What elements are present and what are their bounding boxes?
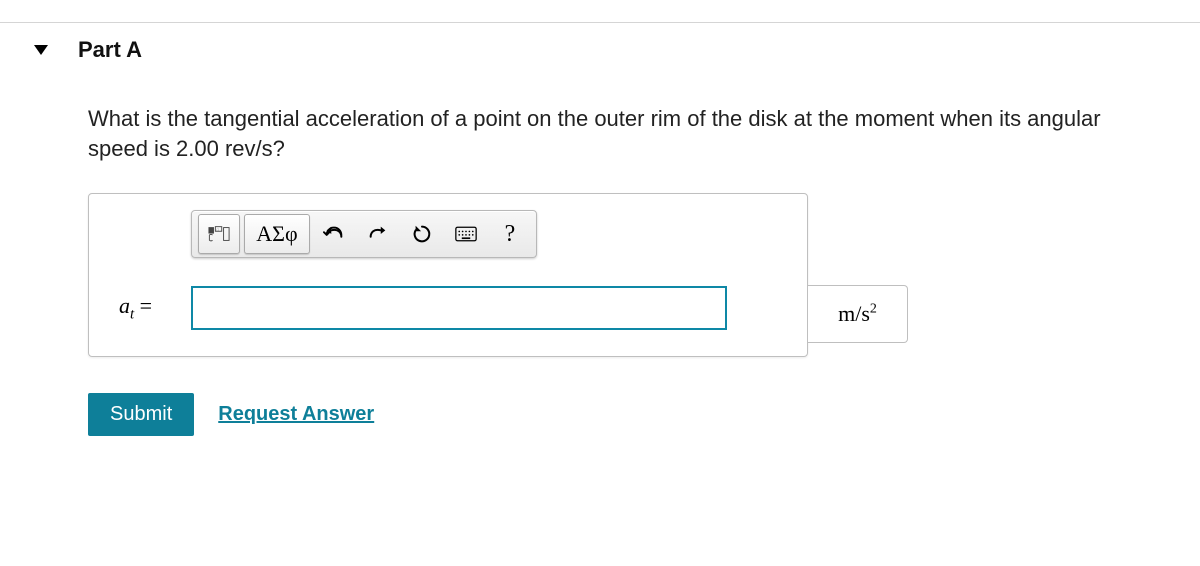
variable-label: at = [109, 293, 191, 323]
question-line: What is the tangential acceleration of a… [88, 106, 1101, 161]
question-text: What is the tangential acceleration of a… [88, 104, 1118, 163]
equation-row: at = [109, 286, 787, 330]
answer-input[interactable] [191, 286, 727, 330]
undo-button[interactable] [314, 214, 354, 254]
part-container: Part A What is the tangential accelerati… [0, 22, 1200, 446]
equation-toolbar: □ ΑΣφ [109, 210, 787, 258]
help-button[interactable]: ? [490, 214, 530, 254]
keyboard-button[interactable] [446, 214, 486, 254]
symbols-button[interactable]: ΑΣφ [244, 214, 310, 254]
redo-button[interactable] [358, 214, 398, 254]
part-title: Part A [78, 37, 142, 63]
collapse-caret-icon[interactable] [34, 45, 48, 55]
part-body: What is the tangential acceleration of a… [0, 78, 1200, 446]
toolbar-group: □ ΑΣφ [191, 210, 537, 258]
submit-button[interactable]: Submit [88, 393, 194, 436]
templates-button[interactable]: □ [198, 214, 240, 254]
variable-symbol: a [119, 293, 130, 318]
reset-icon [411, 223, 433, 245]
equals-sign: = [134, 293, 152, 318]
units-label: m/s2 [808, 285, 908, 343]
request-answer-link[interactable]: Request Answer [218, 403, 374, 426]
templates-icon: □ [208, 223, 230, 245]
symbols-label: ΑΣφ [256, 221, 297, 247]
keyboard-icon [455, 223, 477, 245]
help-icon: ? [505, 221, 516, 248]
redo-icon [367, 223, 389, 245]
part-header: Part A [0, 23, 1200, 78]
reset-button[interactable] [402, 214, 442, 254]
answer-area: □ ΑΣφ [88, 193, 808, 357]
undo-icon [323, 223, 345, 245]
action-row: Submit Request Answer [88, 393, 1190, 436]
